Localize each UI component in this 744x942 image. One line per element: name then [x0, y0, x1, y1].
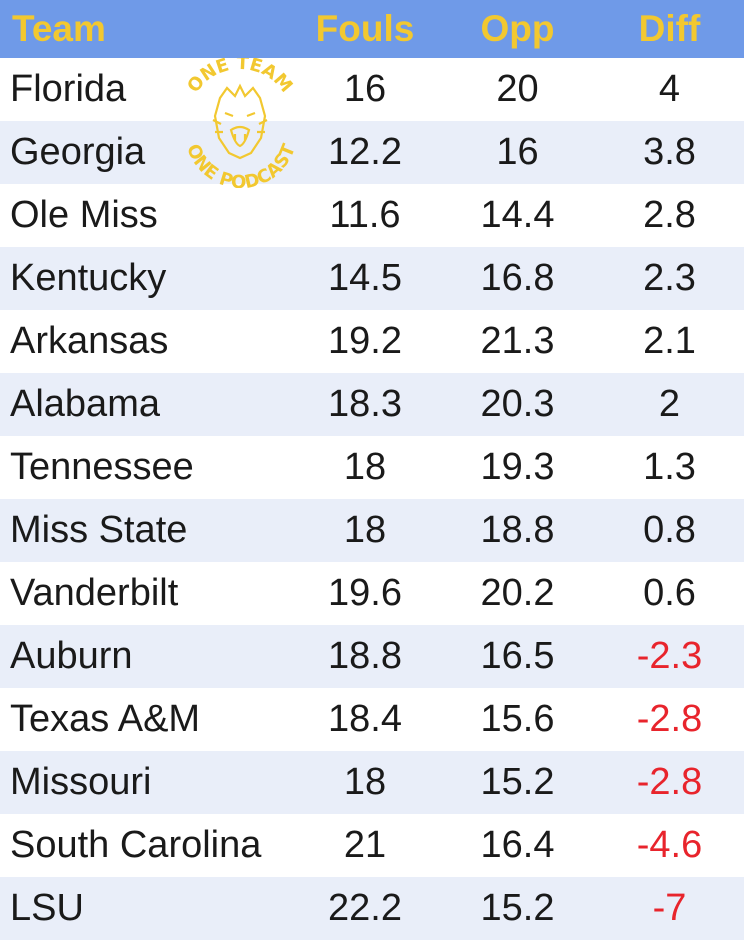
cell-fouls: 21: [343, 824, 387, 866]
cell-diff: -2.3: [636, 635, 703, 677]
cell-fouls: 18: [343, 446, 387, 488]
cell-opp: 16.5: [480, 635, 555, 677]
cell-diff: 2.8: [643, 194, 696, 236]
cell-fouls: 19.2: [328, 320, 402, 362]
cell-diff: 3.8: [643, 131, 696, 173]
table-row: Vanderbilt 19.6 20.2 0.6: [0, 562, 744, 625]
table-row: Missouri 18 15.2 -2.8: [0, 751, 744, 814]
header-diff: Diff: [638, 8, 701, 49]
cell-opp: 16.8: [480, 257, 555, 299]
cell-opp: 15.2: [480, 761, 555, 803]
table-row: Texas A&M 18.4 15.6 -2.8: [0, 688, 744, 751]
cell-opp: 18.8: [480, 509, 555, 551]
cell-fouls: 12.2: [328, 131, 402, 173]
cell-diff: -7: [652, 887, 687, 929]
cell-diff: 2: [658, 383, 681, 425]
cell-team: Florida: [10, 68, 127, 110]
cell-diff: 4: [658, 68, 681, 110]
cell-opp: 16.4: [480, 824, 555, 866]
cell-diff: -2.8: [636, 698, 703, 740]
table-row: Kentucky 14.5 16.8 2.3: [0, 247, 744, 310]
cell-diff: 1.3: [643, 446, 696, 488]
logo-bottom-text: ONE PODCAST: [182, 141, 300, 194]
cell-fouls: 18: [343, 509, 387, 551]
cell-team: Arkansas: [10, 320, 169, 362]
cell-team: Miss State: [10, 509, 188, 551]
cell-fouls: 18.3: [328, 383, 402, 425]
cell-diff: 0.8: [643, 509, 696, 551]
cell-team: Vanderbilt: [10, 572, 179, 614]
cell-opp: 16: [496, 131, 539, 173]
cell-fouls: 18.4: [328, 698, 402, 740]
cell-opp: 15.2: [480, 887, 555, 929]
table-row: Florida 16 20 4: [0, 58, 744, 121]
table-row: Alabama 18.3 20.3 2: [0, 373, 744, 436]
table-row: Georgia 12.2 16 3.8: [0, 121, 744, 184]
cell-fouls: 18.8: [328, 635, 402, 677]
cell-fouls: 14.5: [328, 257, 402, 299]
table-row: Ole Miss 11.6 14.4 2.8: [0, 184, 744, 247]
svg-text:ONE TEAM: ONE TEAM: [183, 58, 296, 97]
cell-team: Ole Miss: [10, 194, 158, 236]
cell-opp: 19.3: [480, 446, 555, 488]
table-row: Arkansas 19.2 21.3 2.1: [0, 310, 744, 373]
cell-opp: 20.2: [480, 572, 555, 614]
header-opp: Opp: [480, 8, 555, 49]
cell-fouls: 18: [343, 761, 387, 803]
cell-opp: 20.3: [480, 383, 555, 425]
cell-fouls: 22.2: [328, 887, 402, 929]
logo-top-text: ONE TEAM: [183, 53, 296, 97]
cell-opp: 15.6: [480, 698, 555, 740]
cell-opp: 21.3: [480, 320, 555, 362]
table-row: Auburn 18.8 16.5 -2.3: [0, 625, 744, 688]
table-row: Tennessee 18 19.3 1.3: [0, 436, 744, 499]
table-row: South Carolina 21 16.4 -4.6: [0, 814, 744, 877]
tiger-logo-icon: ONE TEAM ONE PODCAST: [182, 53, 300, 193]
cell-opp: 14.4: [480, 194, 555, 236]
cell-diff: -2.8: [636, 761, 703, 803]
cell-team: LSU: [10, 887, 84, 929]
header-fouls: Fouls: [315, 8, 415, 49]
cell-opp: 20: [496, 68, 539, 110]
podcast-logo: ONE TEAM ONE PODCAST: [175, 53, 305, 193]
cell-team: Missouri: [10, 761, 152, 803]
table-row: LSU 22.2 15.2 -7: [0, 877, 744, 940]
cell-team: Texas A&M: [10, 698, 201, 740]
cell-team: South Carolina: [10, 824, 262, 866]
table-header: Team Fouls Opp Diff: [0, 0, 744, 58]
cell-diff: -4.6: [636, 824, 703, 866]
cell-team: Georgia: [10, 131, 146, 173]
cell-team: Tennessee: [10, 446, 194, 488]
cell-fouls: 16: [343, 68, 387, 110]
cell-team: Kentucky: [10, 257, 167, 299]
svg-text:ONE PODCAST: ONE PODCAST: [182, 141, 300, 188]
cell-fouls: 11.6: [329, 194, 401, 236]
cell-fouls: 19.6: [328, 572, 402, 614]
table-body: Florida 16 20 4 Georgia 12.2 16 3.8 Ole Miss 11.6…: [0, 58, 744, 940]
header-team: Team: [12, 8, 106, 49]
table-row: Miss State 18 18.8 0.8: [0, 499, 744, 562]
cell-diff: 2.1: [643, 320, 696, 362]
cell-team: Auburn: [10, 635, 133, 677]
cell-diff: 0.6: [643, 572, 696, 614]
cell-diff: 2.3: [643, 257, 696, 299]
cell-team: Alabama: [10, 383, 160, 425]
